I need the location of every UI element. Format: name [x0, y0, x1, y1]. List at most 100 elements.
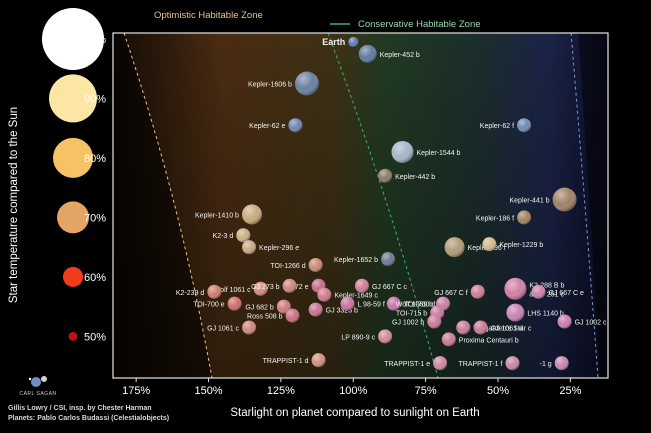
credits-line-2: Pablo Carlos Budassi (Celestialobjects)	[37, 415, 170, 422]
planet-toi-700-d: TOI-700 d	[386, 296, 435, 311]
planet-kepler-62-e: Kepler-62 e	[249, 118, 303, 133]
planet-shading	[227, 296, 242, 311]
planet-label: Kepler-1652 b	[334, 257, 378, 264]
planet-label: Kepler-1229 b	[499, 242, 543, 249]
planet-label: Earth	[322, 37, 345, 47]
y-tick-label: 90%	[84, 93, 106, 105]
too-hot-region	[113, 33, 212, 378]
credits-line-1: Gillis Lowry / CSI, insp. by Chester Har…	[8, 405, 152, 412]
planet-gj-667-c-f: GJ 667 C f	[434, 284, 485, 299]
planet-label: GJ 3323 b	[326, 308, 358, 315]
logo-text: CARL SAGAN	[19, 391, 56, 397]
star-50-circle	[68, 331, 78, 341]
star-70-circle	[57, 201, 89, 234]
planet-label: Kepler-1649 c	[334, 293, 378, 300]
planet-shading	[340, 296, 355, 311]
planet-trappist-1-d: TRAPPIST-1 d	[263, 353, 326, 368]
planet-shading	[348, 36, 359, 47]
planet-label: GJ 1002 c	[575, 319, 607, 326]
planet-label: Kepler-1544 b	[416, 150, 460, 157]
planet-kepler-186-f: Kepler-186 f	[476, 210, 532, 225]
planet-shading	[378, 329, 393, 344]
zone-legend: Optimistic Habitable Zone Conservative H…	[113, 10, 640, 30]
planet-label: TOI-700 e	[193, 302, 224, 309]
planet-gj-273-b: GJ 273 b	[251, 278, 297, 293]
planet-label: Wolf 1061 c	[214, 287, 251, 294]
planet-shading	[456, 320, 471, 335]
planet-kepler-62-f: Kepler-62 f	[480, 118, 532, 133]
x-axis: 175% 150% 125% 100% 75% 50% 25%	[122, 378, 582, 397]
planet-shading	[282, 278, 297, 293]
carl-sagan-logo: CARL SAGAN	[19, 376, 56, 397]
y-tick-label: 100%	[78, 34, 106, 46]
planet-markers: Earth Kepler-452 b Kepler-1606 b Kepler-62 …	[176, 36, 607, 371]
planet-label: Kepler-296 e	[259, 245, 299, 252]
planet-1-g: -1 g	[540, 356, 569, 371]
planet-label: K2-239 d	[176, 290, 205, 297]
x-axis-title: Starlight on planet compared to sunlight…	[230, 407, 479, 419]
planet-shading	[504, 277, 527, 300]
planet-kepler-1652-b: Kepler-1652 b	[334, 252, 395, 267]
planet-label: GJ 667 C c	[372, 284, 408, 291]
planet-label: -1 g	[540, 361, 552, 368]
planet-shading	[288, 118, 303, 133]
planet-gj-667-c-c: GJ 667 C c	[354, 278, 408, 293]
planet-k2-3-d: K2-3 d	[213, 228, 251, 243]
planet-shading	[276, 299, 291, 314]
star-60-circle	[63, 266, 83, 287]
y-tick-label: 80%	[84, 153, 106, 165]
planet-toi-1266-d: TOI-1266 d	[270, 257, 323, 272]
planet-shading	[386, 296, 401, 311]
planet-gj-1061-c: GJ 1061 c	[207, 320, 257, 335]
planet-label: GJ 682 b	[245, 305, 274, 312]
planet-shading	[207, 284, 222, 299]
planet-shading	[554, 356, 569, 371]
conservative-inner-edge	[327, 33, 439, 378]
planet-label: Kepler-452 b	[380, 52, 420, 59]
planet-shading	[241, 204, 262, 225]
planet-kepler-1606-b: Kepler-1606 b	[248, 71, 319, 96]
optimistic-inner-edge	[123, 33, 213, 378]
planet-shading	[391, 140, 414, 163]
planet-label: K2-288 B b	[529, 282, 564, 289]
x-tick-label: 150%	[194, 385, 222, 397]
planet-shading	[242, 320, 257, 335]
plot-frame	[112, 32, 609, 379]
planet-shading	[557, 314, 572, 329]
planet-shading	[285, 308, 300, 323]
planet-gj-1061-d: GJ 1061 d	[473, 320, 523, 335]
planet-shading	[517, 210, 532, 225]
x-tick-label: 50%	[487, 385, 509, 397]
planet-label: & GJ 251 c	[529, 291, 564, 298]
planet-label: TRAPPIST-1 f	[459, 361, 503, 368]
star-100-circle	[42, 7, 104, 70]
planet-kepler-1410-b: Kepler-1410 b	[195, 204, 262, 225]
planet-lhs-1140-b: LHS 1140 b	[506, 303, 564, 322]
planet-label: LP 890-9 c	[341, 334, 375, 341]
planet-label: GJ 667 C f	[434, 290, 468, 297]
planet-shading	[294, 71, 319, 96]
planet-trappist-1-f: TRAPPIST-1 f	[459, 356, 520, 371]
star-90-circle	[49, 74, 97, 123]
planet-label: GJ 1061 c	[207, 325, 239, 332]
planet-shading	[441, 332, 456, 347]
planet-label: LHS 1140 b	[527, 311, 564, 318]
y-tick-label: 50%	[84, 331, 106, 343]
planet-shading	[242, 240, 257, 255]
planet-label: GJ 1061 d	[491, 325, 523, 332]
planet-lp-890-9-c: LP 890-9 c	[341, 329, 393, 344]
planet-earth: Earth	[322, 36, 359, 47]
planet-gj-1002-b: GJ 1002 b	[392, 314, 442, 329]
planet-shading	[470, 284, 485, 299]
planet-shading	[358, 44, 377, 63]
y-axis-title: Star temperature compared to the Sun	[8, 107, 20, 303]
x-tick-label: 75%	[415, 385, 437, 397]
planet-proxima-centauri-b: Proxima Centauri b	[441, 332, 519, 347]
x-tick-label: 100%	[339, 385, 367, 397]
planet-label: Kepler-1410 b	[195, 212, 239, 219]
optimistic-zone-label: Optimistic Habitable Zone	[154, 10, 263, 21]
planet-shading	[517, 118, 532, 133]
conservative-zone-label: Conservative Habitable Zone	[358, 19, 481, 30]
planet-shading	[473, 320, 488, 335]
planet-ross-508-b: Ross 508 b	[247, 308, 300, 323]
